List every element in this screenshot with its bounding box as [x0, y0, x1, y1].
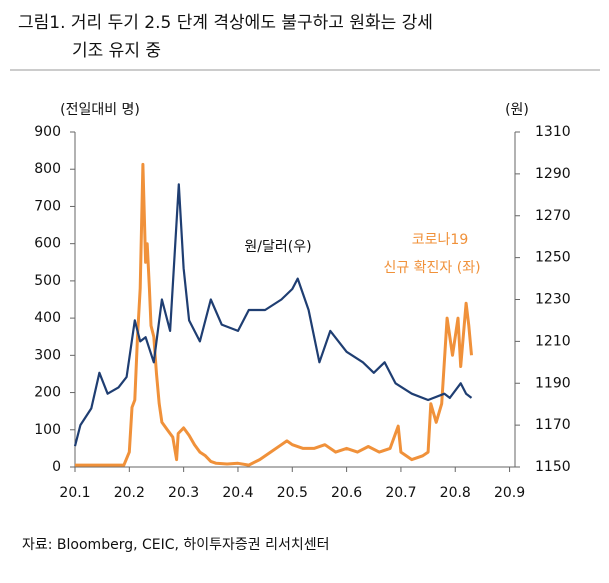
y2-tick-label: 1270 [535, 208, 571, 224]
y-tick-label: 0 [52, 459, 61, 475]
series-label: 코로나19 [412, 232, 468, 248]
x-tick-label: 20.9 [494, 485, 525, 501]
y2-axis-label: (원) [505, 102, 529, 118]
y2-tick-label: 1250 [535, 250, 571, 266]
source: 자료: Bloomberg, CEIC, 하이투자증권 리서치센터 [22, 537, 330, 553]
y2-tick-label: 1210 [535, 333, 571, 349]
y-tick-label: 300 [34, 347, 61, 363]
y-tick-label: 500 [34, 273, 61, 289]
y-tick-label: 600 [34, 236, 61, 252]
y2-tick-label: 1310 [535, 124, 571, 140]
y-tick-label: 700 [34, 198, 61, 214]
y-tick-label: 200 [34, 385, 61, 401]
x-tick-label: 20.1 [59, 485, 90, 501]
chart-title: 그림1. 거리 두기 2.5 단계 격상에도 불구하고 원화는 강세 [18, 13, 433, 33]
y2-tick-label: 1170 [535, 417, 571, 433]
y2-tick-label: 1150 [535, 459, 571, 475]
x-tick-label: 20.7 [385, 485, 416, 501]
y2-tick-label: 1290 [535, 166, 571, 182]
x-tick-label: 20.3 [168, 485, 199, 501]
y-tick-label: 400 [34, 310, 61, 326]
y2-tick-label: 1230 [535, 292, 571, 308]
series-line [73, 183, 473, 447]
x-tick-label: 20.5 [277, 485, 308, 501]
y-tick-label: 800 [34, 161, 61, 177]
x-tick-label: 20.6 [331, 485, 362, 501]
x-tick-label: 20.2 [114, 485, 145, 501]
y-axis-label: (전일대비 명) [60, 102, 140, 118]
y-tick-label: 900 [34, 124, 61, 140]
x-tick-label: 20.8 [440, 485, 471, 501]
series-line [75, 162, 473, 467]
series-label: 원/달러(우) [244, 239, 311, 255]
x-tick-label: 20.4 [222, 485, 253, 501]
y-tick-label: 100 [34, 422, 61, 438]
chart-title: 기조 유지 중 [72, 41, 161, 61]
y2-tick-label: 1190 [535, 375, 571, 391]
annotation: 신규 확진자 (좌) [383, 260, 480, 276]
